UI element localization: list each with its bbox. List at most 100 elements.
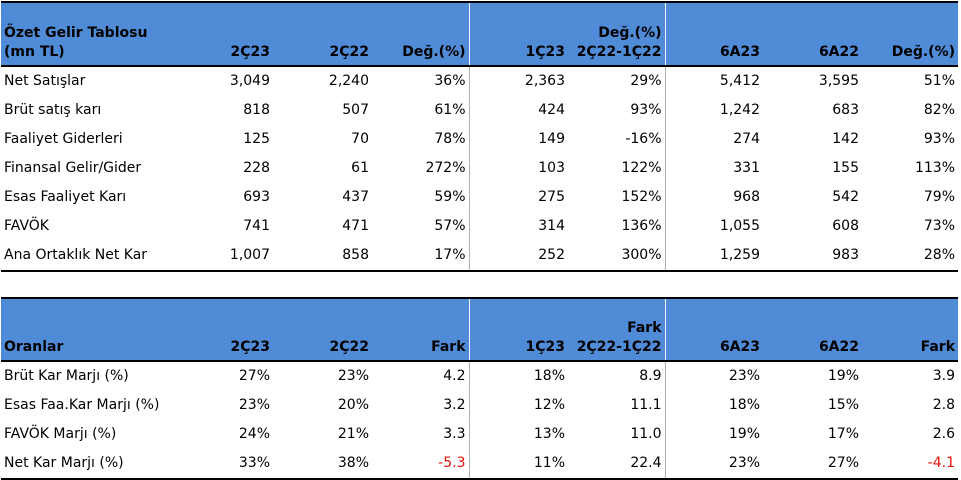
col-header-change-6a: Değ.(%) (862, 2, 958, 66)
income-cell: 693 (243, 189, 270, 205)
ratio-cell: 20% (337, 397, 369, 413)
income-cell: 608 (832, 218, 859, 234)
income-cell: 1,007 (229, 247, 270, 263)
income-title-line1: Özet Gelir Tablosu (4, 25, 148, 41)
ratio-row-label: FAVÖK Marjı (%) (4, 426, 117, 442)
income-cell: 125 (243, 131, 270, 147)
ratio-row: Net Kar Marjı (%) 33% 38% -5.3 11% 22.4 23% 27%… (1, 449, 958, 479)
ratio-cell: 21% (337, 426, 369, 442)
ratio-row: Esas Faa.Kar Marjı (%) 23% 20% 3.2 12% 11.1 18… (1, 391, 958, 420)
income-cell: 142 (832, 131, 859, 147)
ratio-cell: 23% (664, 449, 763, 479)
income-cell: 103 (468, 154, 568, 183)
income-cell: 1,259 (664, 241, 763, 271)
income-cell: 741 (243, 218, 270, 234)
income-cell: 93% (630, 102, 662, 118)
ratio-col-header-6a23: 6A23 (664, 298, 763, 361)
income-cell: 1,242 (664, 96, 763, 125)
income-cell: 858 (342, 247, 369, 263)
ratios-title: Oranlar (1, 298, 176, 361)
income-cell: 122% (621, 160, 662, 176)
col-header-change: Değ.(%) (372, 2, 469, 66)
ratio-cell: 15% (827, 397, 859, 413)
income-cell: 437 (342, 189, 369, 205)
ratio-cell: 13% (468, 420, 568, 449)
income-cell: 331 (664, 154, 763, 183)
ratio-cell: 19% (664, 420, 763, 449)
ratio-row-label: Brüt Kar Marjı (%) (4, 368, 129, 384)
income-cell: 471 (342, 218, 369, 234)
col-header-change-q: Değ.(%) 2Ç22-1Ç22 (568, 2, 665, 66)
income-title: Özet Gelir Tablosu (mn TL) (1, 2, 176, 66)
ratio-col-header-diff: Fark (372, 298, 469, 361)
ratio-row: FAVÖK Marjı (%) 24% 21% 3.3 13% 11.0 19% 17% 2.6 (1, 420, 958, 449)
ratio-cell: 23% (664, 361, 763, 391)
income-row-label: Ana Ortaklık Net Kar (4, 247, 148, 263)
ratio-row-label: Esas Faa.Kar Marjı (%) (4, 397, 160, 413)
ratio-col-header-diff-6a: Fark (862, 298, 958, 361)
income-row: Finansal Gelir/Gider 228 61 272% 103 122% 331 1… (1, 154, 958, 183)
income-cell: 424 (468, 96, 568, 125)
income-cell: 82% (923, 102, 955, 118)
ratio-col-header-2q23: 2Ç23 (176, 298, 273, 361)
ratio-cell: 33% (238, 455, 270, 471)
col-header-2q22: 2Ç22 (273, 2, 372, 66)
income-cell: 5,412 (664, 66, 763, 96)
income-cell: 61 (351, 160, 369, 176)
income-cell: 542 (832, 189, 859, 205)
ratio-cell: 2.8 (932, 397, 955, 413)
ratio-col-header-1q23: 1Ç23 (468, 298, 568, 361)
ratios-table: Oranlar 2Ç23 2Ç22 Fark 1Ç23 Fark 2Ç22-1Ç… (1, 297, 958, 480)
ratio-cell: 38% (337, 455, 369, 471)
income-cell: 968 (664, 183, 763, 212)
ratio-cell: 27% (238, 368, 270, 384)
income-cell: 61% (434, 102, 466, 118)
income-cell: 28% (923, 247, 955, 263)
income-cell: 149 (468, 125, 568, 154)
income-row-label: Esas Faaliyet Karı (4, 189, 127, 205)
income-cell: 314 (468, 212, 568, 241)
income-cell: 983 (832, 247, 859, 263)
income-cell: 2,363 (468, 66, 568, 96)
income-cell: 683 (832, 102, 859, 118)
ratio-row: Brüt Kar Marjı (%) 27% 23% 4.2 18% 8.9 23% 19% 3… (1, 361, 958, 391)
ratio-cell: 24% (238, 426, 270, 442)
income-header-row: Özet Gelir Tablosu (mn TL) 2Ç23 2Ç22 Değ… (1, 2, 958, 66)
income-cell: 300% (621, 247, 662, 263)
income-cell: 59% (434, 189, 466, 205)
income-cell: 155 (832, 160, 859, 176)
ratio-cell: 3.2 (443, 397, 466, 413)
ratio-cell: 27% (827, 455, 859, 471)
income-cell: 51% (923, 73, 955, 89)
income-row-label: Brüt satış karı (4, 102, 102, 118)
ratio-cell: 18% (468, 361, 568, 391)
ratio-cell: 12% (468, 391, 568, 420)
ratio-cell: 19% (827, 368, 859, 384)
income-cell: 274 (664, 125, 763, 154)
income-cell: 3,049 (229, 73, 270, 89)
col-header-2q23: 2Ç23 (176, 2, 273, 66)
income-cell: 79% (923, 189, 955, 205)
income-row: Ana Ortaklık Net Kar 1,007 858 17% 252 300% 1,… (1, 241, 958, 271)
ratio-cell: 23% (337, 368, 369, 384)
income-cell: 152% (621, 189, 662, 205)
ratio-cell: 3.9 (932, 368, 955, 384)
income-cell: 73% (923, 218, 955, 234)
income-row-label: Finansal Gelir/Gider (4, 160, 142, 176)
income-cell: 3,595 (818, 73, 859, 89)
income-cell: 57% (434, 218, 466, 234)
ratio-cell: 22.4 (630, 455, 662, 471)
income-cell: 272% (425, 160, 466, 176)
income-cell: 252 (468, 241, 568, 271)
income-row-label: Faaliyet Giderleri (4, 131, 123, 147)
income-cell: 78% (434, 131, 466, 147)
income-cell: 136% (621, 218, 662, 234)
ratio-col-header-diff-q: Fark 2Ç22-1Ç22 (568, 298, 665, 361)
income-row: Net Satışlar 3,049 2,240 36% 2,363 29% 5,412 3,… (1, 66, 958, 96)
ratio-cell: 8.9 (639, 368, 662, 384)
ratio-cell: 23% (238, 397, 270, 413)
income-row: Esas Faaliyet Karı 693 437 59% 275 152% 968 542… (1, 183, 958, 212)
income-cell: 70 (351, 131, 369, 147)
ratio-cell: 4.2 (443, 368, 466, 384)
income-cell: 113% (914, 160, 955, 176)
